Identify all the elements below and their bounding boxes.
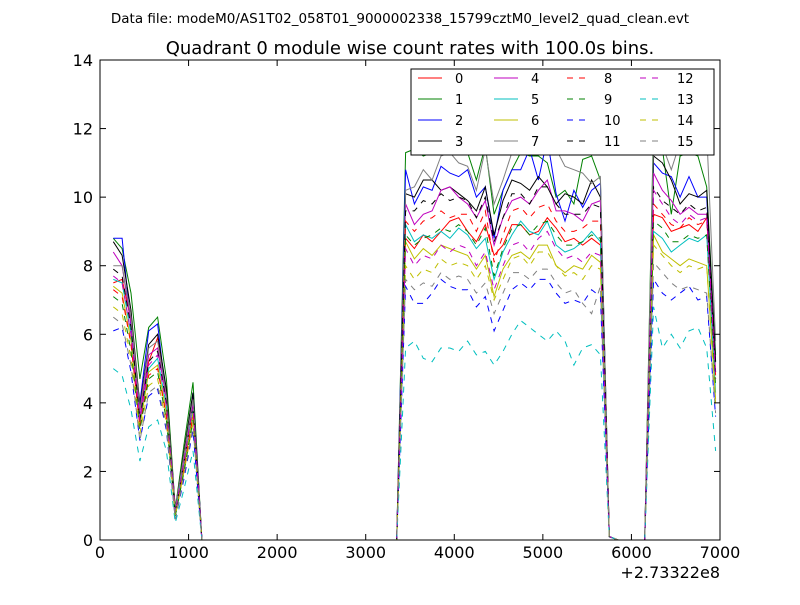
x-tick-label: 0 xyxy=(95,543,105,562)
series-line-6 xyxy=(112,234,717,541)
x-tick-label: 5000 xyxy=(522,543,563,562)
y-tick-label: 8 xyxy=(83,257,93,276)
legend-label-8: 8 xyxy=(604,72,612,87)
series-line-7 xyxy=(113,116,717,541)
legend-label-10: 10 xyxy=(604,114,621,129)
legend-label-3: 3 xyxy=(455,135,463,150)
series-line-3 xyxy=(112,154,717,541)
legend-label-2: 2 xyxy=(455,114,463,129)
x-tick-label: 1000 xyxy=(168,543,209,562)
legend-label-6: 6 xyxy=(531,114,539,129)
y-tick-label: 4 xyxy=(83,394,93,413)
y-tick-label: 0 xyxy=(83,531,93,550)
legend-label-13: 13 xyxy=(677,93,694,108)
legend-frame xyxy=(410,68,715,156)
x-tick-label: 4000 xyxy=(434,543,475,562)
series-line-13 xyxy=(112,306,717,541)
legend-label-12: 12 xyxy=(677,72,694,87)
y-tick-label: 12 xyxy=(73,120,93,139)
y-tick-label: 6 xyxy=(83,325,93,344)
series-line-0 xyxy=(113,213,717,541)
series-line-5 xyxy=(113,219,717,541)
legend-label-4: 4 xyxy=(531,72,539,87)
x-tick-label: 7000 xyxy=(700,543,741,562)
y-tick-label: 10 xyxy=(73,188,93,207)
legend-label-14: 14 xyxy=(677,114,694,129)
y-tick-label: 2 xyxy=(83,462,93,481)
legend-label-0: 0 xyxy=(455,72,463,87)
series-line-11 xyxy=(112,185,717,541)
chart-title: Quadrant 0 module wise count rates with … xyxy=(166,38,655,59)
y-tick-label: 14 xyxy=(73,51,93,70)
series-line-2 xyxy=(113,138,717,541)
series-line-12 xyxy=(112,188,717,541)
legend-label-7: 7 xyxy=(531,135,539,150)
series-layer xyxy=(112,116,717,541)
series-line-15 xyxy=(112,260,717,541)
legend-label-11: 11 xyxy=(604,135,621,150)
legend-label-5: 5 xyxy=(531,93,539,108)
series-line-4 xyxy=(112,172,717,541)
legend-label-9: 9 xyxy=(604,93,612,108)
figure-suptitle: Data file: modeM0/AS1T02_058T01_90000023… xyxy=(111,11,689,27)
series-line-8 xyxy=(112,202,717,541)
series-line-10 xyxy=(113,277,717,541)
plot-frame xyxy=(99,59,721,541)
x-tick-label: 3000 xyxy=(345,543,386,562)
series-line-9 xyxy=(112,220,717,541)
x-tick-label: 6000 xyxy=(611,543,652,562)
legend-label-15: 15 xyxy=(677,135,694,150)
x-tick-label: 2000 xyxy=(257,543,298,562)
series-line-1 xyxy=(112,121,717,541)
x-offset-label: +2.73322e8 xyxy=(620,563,720,582)
legend-label-1: 1 xyxy=(455,93,463,108)
